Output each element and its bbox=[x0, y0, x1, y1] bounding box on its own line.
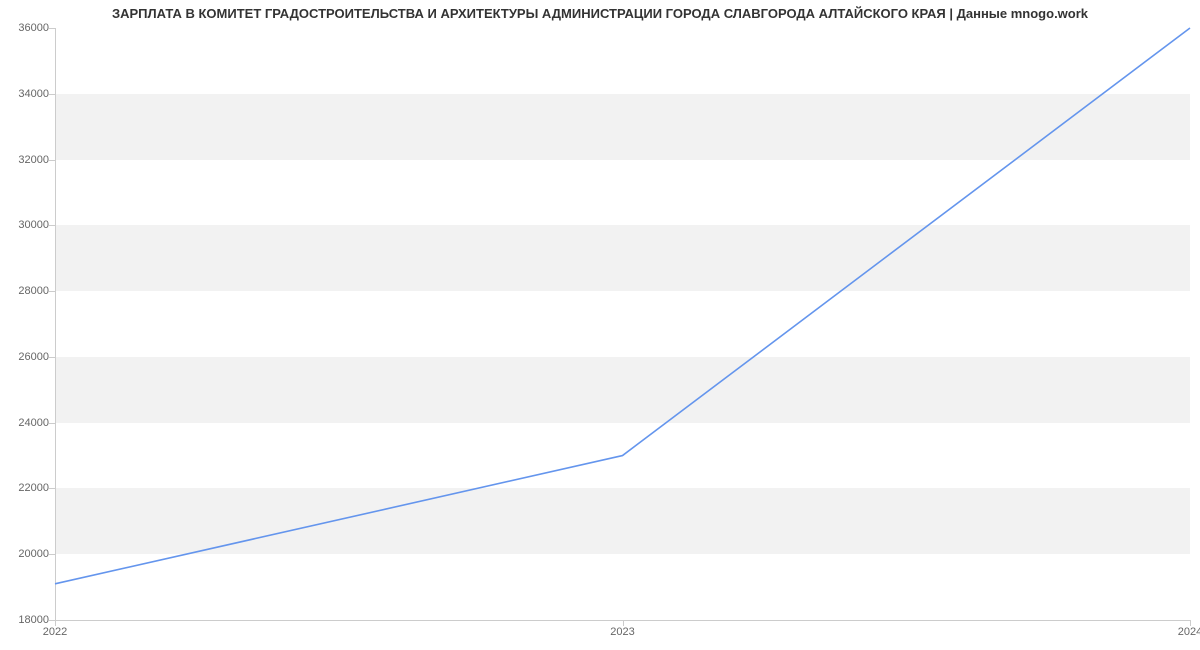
y-tick-mark bbox=[49, 225, 55, 226]
y-tick-mark bbox=[49, 554, 55, 555]
y-tick-mark bbox=[49, 488, 55, 489]
y-tick-mark bbox=[49, 423, 55, 424]
y-tick-mark bbox=[49, 160, 55, 161]
y-tick-mark bbox=[49, 28, 55, 29]
x-tick-mark bbox=[55, 620, 56, 626]
chart-title: ЗАРПЛАТА В КОМИТЕТ ГРАДОСТРОИТЕЛЬСТВА И … bbox=[0, 6, 1200, 21]
x-tick-mark bbox=[1190, 620, 1191, 626]
y-tick-mark bbox=[49, 94, 55, 95]
y-tick-mark bbox=[49, 357, 55, 358]
x-tick-label: 2024 bbox=[1178, 620, 1200, 638]
plot-area: 1800020000220002400026000280003000032000… bbox=[55, 28, 1190, 620]
salary-line-chart: ЗАРПЛАТА В КОМИТЕТ ГРАДОСТРОИТЕЛЬСТВА И … bbox=[0, 0, 1200, 650]
x-tick-mark bbox=[623, 620, 624, 626]
data-line bbox=[55, 28, 1190, 584]
line-series bbox=[55, 28, 1190, 620]
y-tick-mark bbox=[49, 291, 55, 292]
